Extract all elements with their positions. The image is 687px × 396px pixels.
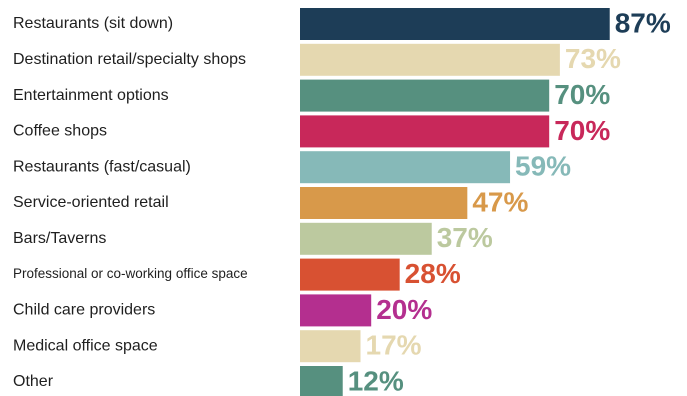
bar: [300, 8, 610, 40]
value-label: 87%: [615, 7, 671, 38]
category-label: Restaurants (fast/casual): [13, 158, 191, 175]
value-label: 59%: [515, 151, 571, 182]
category-label: Service-oriented retail: [13, 194, 169, 211]
bar: [300, 222, 432, 255]
category-labels: Restaurants (sit down) Destination retail…: [13, 15, 248, 390]
value-labels: 87% 73% 70% 70% 59% 47% 37% 28% 20% 17% 12%: [348, 7, 671, 396]
bar: [300, 187, 468, 219]
bar: [300, 330, 361, 363]
bar: [300, 43, 560, 76]
category-label: Bars/Taverns: [13, 230, 106, 247]
category-label: Coffee shops: [13, 123, 107, 140]
bar: [300, 366, 343, 396]
value-label: 47%: [472, 186, 528, 217]
bar: [300, 294, 372, 327]
category-label: Child care providers: [13, 302, 155, 319]
value-label: 20%: [376, 294, 432, 325]
category-label: Destination retail/specialty shops: [13, 51, 246, 68]
value-label: 70%: [554, 79, 610, 110]
value-label: 17%: [366, 330, 422, 361]
category-label: Restaurants (sit down): [13, 15, 173, 32]
bar: [300, 79, 550, 112]
bar: [300, 151, 511, 184]
category-label: Medical office space: [13, 337, 158, 354]
value-label: 12%: [348, 365, 404, 396]
category-label: Professional or co-working office space: [13, 266, 248, 281]
bar: [300, 258, 400, 291]
value-label: 70%: [554, 115, 610, 146]
category-label: Other: [13, 373, 54, 390]
bar: [300, 115, 550, 148]
value-label: 28%: [405, 258, 461, 289]
value-label: 73%: [565, 43, 621, 74]
value-label: 37%: [437, 222, 493, 253]
category-label: Entertainment options: [13, 87, 169, 104]
bars: [300, 8, 610, 396]
